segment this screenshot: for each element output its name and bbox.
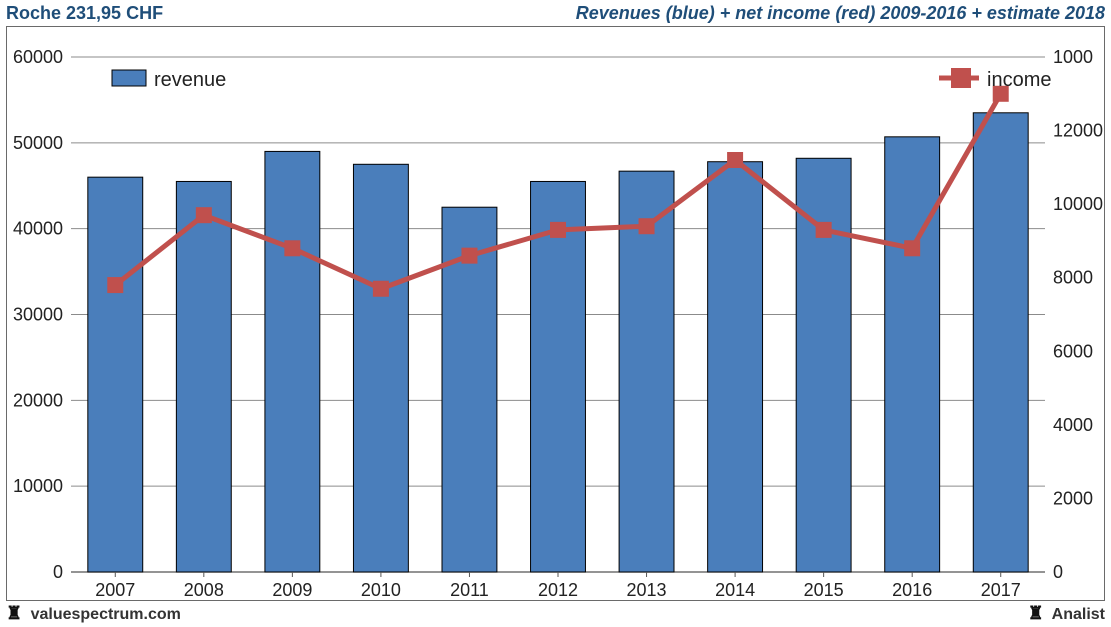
revenue-bar: [796, 158, 851, 572]
legend-income-label: income: [987, 69, 1051, 91]
y-left-tick-label: 10000: [13, 476, 63, 496]
y-right-tick-label: 12000: [1053, 121, 1103, 141]
income-marker: [373, 281, 389, 297]
x-tick-label: 2010: [361, 580, 401, 600]
footer-left: ♜ valuespectrum.com: [6, 604, 181, 624]
legend-revenue-label: revenue: [154, 69, 226, 91]
income-marker: [196, 207, 212, 223]
income-marker: [816, 222, 832, 238]
y-right-tick-label: 8000: [1053, 268, 1093, 288]
x-tick-label: 2007: [95, 580, 135, 600]
y-right-tick-label: 0: [1053, 562, 1063, 582]
legend-revenue-swatch: [112, 70, 146, 86]
revenue-bar: [265, 151, 320, 572]
revenue-bar: [353, 164, 408, 572]
x-tick-label: 2008: [184, 580, 224, 600]
income-marker: [727, 152, 743, 168]
title-left: Roche 231,95 CHF: [6, 3, 163, 24]
x-tick-label: 2013: [627, 580, 667, 600]
revenue-bar: [885, 137, 940, 572]
x-tick-label: 2011: [450, 580, 489, 600]
revenue-bar: [708, 162, 763, 572]
y-left-tick-label: 0: [53, 562, 63, 582]
income-marker: [284, 240, 300, 256]
y-left-tick-label: 60000: [13, 47, 63, 67]
income-marker: [904, 240, 920, 256]
x-tick-label: 2017: [981, 580, 1021, 600]
y-right-tick-label: 10000: [1053, 194, 1103, 214]
y-right-tick-label: 6000: [1053, 341, 1093, 361]
chart-svg: 0 10000 20000 30000 40000 50000 60000 0 2000 4000…: [7, 27, 1104, 600]
revenue-bar: [88, 177, 143, 572]
x-tick-label: 2014: [715, 580, 755, 600]
footer: ♜ valuespectrum.com ♜ Analist: [0, 603, 1111, 627]
y-left-tick-label: 20000: [13, 390, 63, 410]
income-marker: [639, 218, 655, 234]
revenue-bar: [973, 113, 1028, 572]
revenue-bar: [176, 181, 231, 572]
y-left-tick-label: 50000: [13, 133, 63, 153]
title-bar: Roche 231,95 CHF Revenues (blue) + net i…: [0, 0, 1111, 24]
plot-area: 0 10000 20000 30000 40000 50000 60000 0 2000 4000…: [6, 26, 1105, 601]
y-left-tick-label: 30000: [13, 305, 63, 325]
footer-right-label: Analist: [1052, 606, 1105, 623]
y-left-tick-label: 40000: [13, 219, 63, 239]
income-marker: [107, 277, 123, 293]
income-marker: [461, 248, 477, 264]
y-right-tick-label: 1000: [1053, 47, 1093, 67]
x-tick-label: 2016: [892, 580, 932, 600]
x-tick-label: 2012: [538, 580, 578, 600]
x-tick-label: 2015: [804, 580, 844, 600]
revenue-bar: [531, 181, 586, 572]
rook-icon: ♜: [1028, 604, 1044, 622]
legend-income-marker: [951, 68, 971, 88]
footer-right: ♜ Analist: [1028, 604, 1105, 624]
y-right-tick-label: 2000: [1053, 488, 1093, 508]
chart-frame: Roche 231,95 CHF Revenues (blue) + net i…: [0, 0, 1111, 627]
rook-icon: ♜: [6, 604, 22, 622]
title-right: Revenues (blue) + net income (red) 2009-…: [576, 3, 1105, 24]
footer-left-label: valuespectrum.com: [31, 606, 181, 623]
y-right-tick-label: 4000: [1053, 415, 1093, 435]
income-marker: [550, 222, 566, 238]
x-tick-label: 2009: [272, 580, 312, 600]
